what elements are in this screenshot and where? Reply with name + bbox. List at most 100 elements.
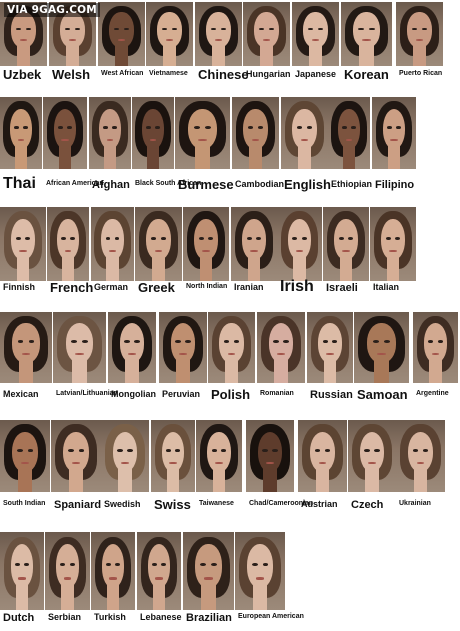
face-label: European American [238,613,304,620]
face-photo [396,2,443,66]
face-label: Peruvian [162,389,201,399]
face-label: Thai [3,175,36,192]
face-photo [354,312,409,383]
face-label: Swiss [154,497,191,512]
face-label: Irish [280,278,314,295]
face-label: Latvian/Lithuanian [56,390,118,397]
face-label: Taiwanese [199,500,234,507]
face-label: Cambodian [235,179,285,189]
face-photo [108,312,156,383]
watermark-text: VIA 9GAG.COM [4,3,100,17]
face-photo [396,420,445,492]
face-label: Filipino [375,179,415,191]
face-label: North Indian [186,283,228,290]
face-photo [159,312,207,383]
face-label: Argentine [416,390,449,397]
face-photo [341,2,392,66]
face-photo [328,97,370,169]
face-label: Samoan [357,387,408,402]
face-label: Vietnamese [149,70,188,77]
face-label: Welsh [52,67,91,82]
face-label: Czech [351,499,384,511]
face-label: Austrian [301,499,338,509]
face-photo [146,2,193,66]
face-photo [137,532,181,610]
face-photo [243,2,290,66]
face-label: French [50,280,94,295]
face-label: Spaniard [54,499,102,511]
face-photo [47,207,89,281]
face-photo [91,532,135,610]
face-label: Polish [211,387,251,402]
face-label: Dutch [3,612,35,624]
face-photo [0,532,44,610]
face-label: Romanian [260,390,294,397]
face-label: German [94,282,129,292]
face-label: Russian [310,389,353,401]
face-photo [98,2,145,66]
face-photo [53,312,106,383]
face-photo [89,97,131,169]
face-label: Greek [138,280,175,295]
face-photo [0,207,46,281]
face-label: Afghan [92,179,130,191]
face-photo [372,97,416,169]
face-photo [91,207,134,281]
face-label: Lebanese [140,612,182,622]
face-label: Ukrainian [399,500,431,507]
face-label: Japanese [295,69,337,79]
face-label: Israeli [326,282,358,294]
face-photo [51,420,101,492]
face-photo [183,532,234,610]
face-photo [101,420,149,492]
face-label: Uzbek [3,67,42,82]
face-label: Finnish [3,282,35,292]
face-photo [413,312,458,383]
face-photo [231,207,277,281]
face-label: South Indian [3,500,46,507]
face-label: Brazilian [186,612,232,624]
face-label: Swedish [104,499,141,509]
face-photo [232,97,279,169]
face-label: Burmese [178,177,234,192]
face-photo [151,420,195,492]
face-label: Black South African [135,180,202,187]
face-photo [0,97,42,169]
face-label: African American [46,180,104,187]
face-photo [196,420,242,492]
face-label: West African [101,70,144,77]
face-photo [370,207,416,281]
face-photo [281,97,328,169]
face-label: Puerto Rican [399,70,443,77]
face-photo [0,420,50,492]
face-photo [175,97,230,169]
face-photo [277,207,322,281]
face-photo [307,312,353,383]
face-photo [292,2,339,66]
face-photo [43,97,87,169]
face-photo [323,207,369,281]
face-label: Chinese [198,67,249,82]
face-photo [348,420,396,492]
face-label: Hungarian [246,69,291,79]
face-photo [298,420,347,492]
face-label: Italian [373,282,400,292]
face-photo [183,207,229,281]
face-photo [235,532,285,610]
face-label: Korean [344,67,389,82]
face-photo [135,207,182,281]
face-photo [132,97,174,169]
face-label: Turkish [94,612,126,622]
face-photo [246,420,294,492]
face-label: Serbian [48,612,82,622]
face-photo [208,312,255,383]
face-photo [195,2,242,66]
face-photo [257,312,305,383]
face-label: Mexican [3,389,39,399]
face-label: English [284,177,331,192]
face-label: Iranian [234,282,264,292]
face-photo [0,312,52,383]
face-label: Ethiopian [331,179,372,189]
face-photo [45,532,90,610]
face-label: Mongolian [111,389,156,399]
